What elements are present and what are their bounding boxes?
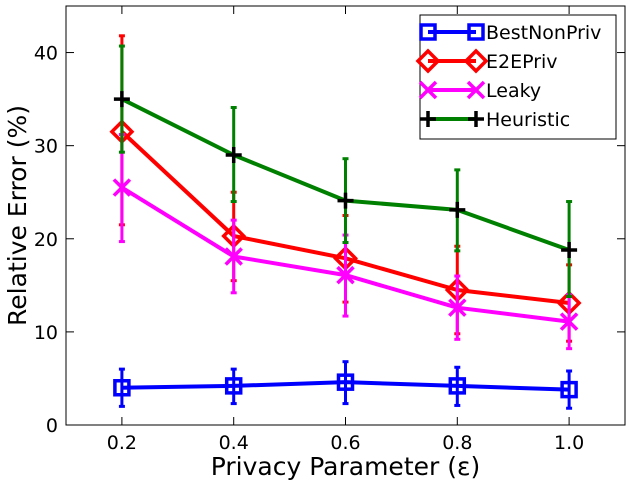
legend-marker-end — [463, 48, 489, 74]
series-bestnonpriv — [113, 360, 578, 410]
legend-label: Heuristic — [486, 109, 570, 131]
data-point — [337, 192, 354, 209]
y-tick-label: 10 — [34, 322, 58, 344]
x-tick-label: 1.0 — [554, 432, 584, 454]
data-point — [336, 265, 355, 285]
legend-marker-start — [415, 48, 441, 74]
data-point — [448, 298, 467, 317]
y-tick-label: 30 — [34, 136, 58, 158]
legend-item: Leaky — [418, 80, 541, 102]
data-point — [448, 377, 467, 395]
legend-marker-start — [418, 80, 438, 100]
legend-marker-start — [419, 23, 437, 41]
axes: 0.2 0.4 0.6 0.8 1.0 0 10 20 30 40 Privacy Paramete… — [3, 5, 626, 481]
data-point — [225, 146, 242, 163]
legend-marker-end — [468, 111, 484, 127]
x-tick-label: 0.4 — [219, 432, 249, 454]
legend-label: E2EPriv — [486, 51, 558, 73]
x-tick-label: 0.6 — [330, 432, 360, 454]
data-point — [113, 379, 131, 397]
y-tick-label: 0 — [46, 415, 58, 437]
series-heuristic — [113, 44, 578, 299]
data-point — [224, 247, 243, 266]
x-axis-label: Privacy Parameter (ε) — [211, 452, 481, 481]
legend-marker-end — [467, 23, 485, 41]
legend-item: BestNonPriv — [419, 22, 601, 44]
y-axis-label: Relative Error (%) — [3, 105, 32, 326]
data-point — [560, 380, 578, 399]
data-point — [561, 241, 578, 258]
legend-marker-end — [466, 80, 486, 100]
data-point — [449, 201, 466, 218]
legend: BestNonPriv E2EPriv Leaky Heuristic — [415, 14, 617, 140]
series-layer — [109, 34, 582, 410]
data-point — [224, 377, 243, 395]
x-tick-label: 0.8 — [442, 432, 472, 454]
legend-item: Heuristic — [420, 109, 570, 131]
series-line — [121, 380, 570, 392]
x-tick-label: 0.2 — [107, 432, 137, 454]
y-tick-label: 20 — [34, 229, 58, 251]
data-point — [559, 312, 579, 331]
data-point — [336, 373, 355, 391]
legend-label: BestNonPriv — [486, 22, 601, 44]
data-point — [113, 91, 130, 108]
legend-marker-start — [420, 111, 436, 127]
legend-item: E2EPriv — [415, 48, 558, 74]
y-tick-label: 40 — [34, 43, 58, 65]
data-point — [112, 178, 132, 197]
legend-label: Leaky — [486, 80, 541, 102]
